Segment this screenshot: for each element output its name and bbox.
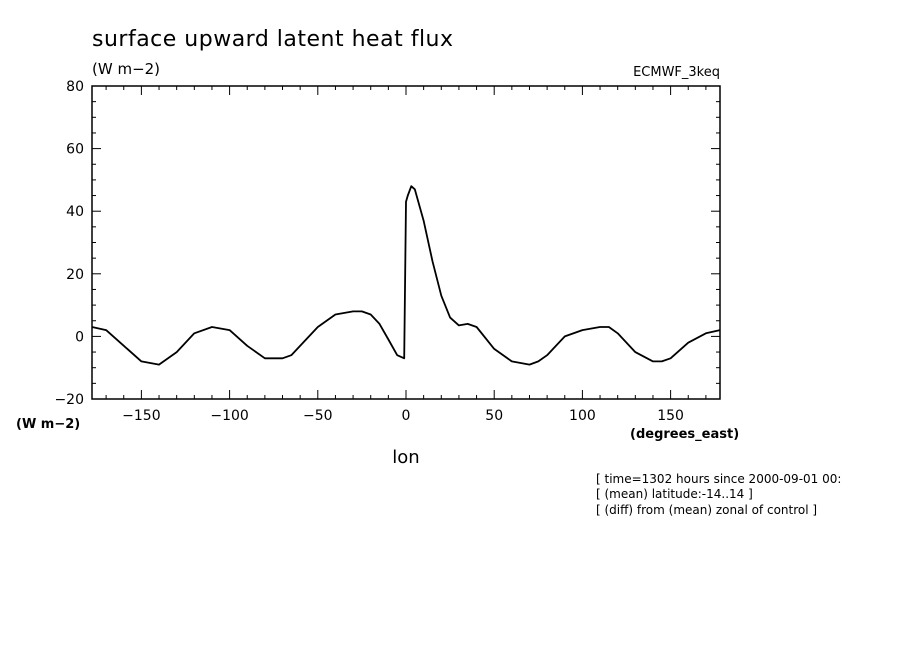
x-tick-label: 50 [485, 408, 503, 424]
units-label: (W m−2) [92, 60, 160, 78]
y-tick-label: 20 [66, 267, 84, 283]
y-axis: −20 0 20 40 60 80 [54, 79, 720, 408]
x-tick-label: 150 [657, 408, 684, 424]
x-tick-label: 0 [402, 408, 411, 424]
x-tick-label: −100 [210, 408, 248, 424]
x-tick-label: −50 [303, 408, 333, 424]
y-tick-label: 40 [66, 204, 84, 220]
y-tick-label: 0 [75, 329, 84, 345]
dataset-label: ECMWF_3keq [633, 65, 720, 80]
y-tick-label: 80 [66, 79, 84, 95]
series-line [91, 185, 721, 366]
x-axis: −150 −100 −50 0 50 100 150 [105, 86, 707, 424]
x-tick-label: 100 [569, 408, 596, 424]
annotation-time: [ time=1302 hours since 2000-09-01 00: [596, 472, 841, 486]
x-tick-label: −150 [122, 408, 160, 424]
x-axis-label: lon [392, 447, 419, 468]
yaxis-units-label: (W m−2) [16, 417, 80, 432]
y-tick-label: 60 [66, 142, 84, 158]
annotation-latitude: [ (mean) latitude:-14..14 ] [596, 487, 753, 501]
annotation-diff: [ (diff) from (mean) zonal of control ] [596, 503, 817, 517]
chart-title: surface upward latent heat flux [92, 27, 454, 52]
x-units-label: (degrees_east) [630, 427, 739, 442]
y-tick-label: −20 [54, 392, 84, 408]
